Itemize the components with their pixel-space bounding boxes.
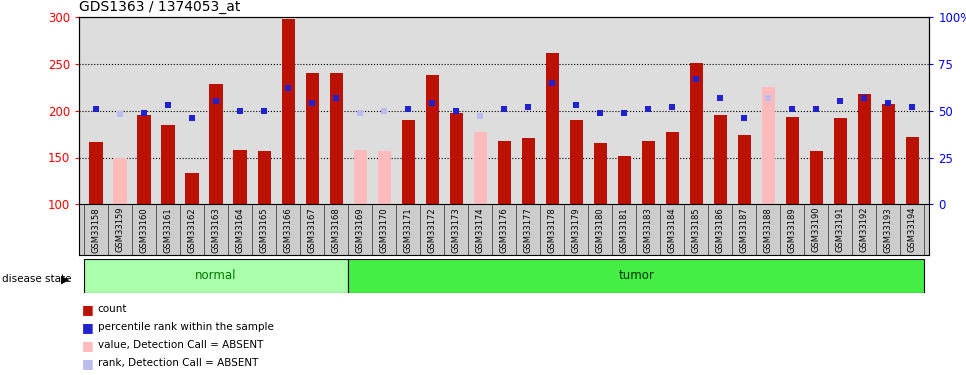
Bar (546, 53, 559, 204)
Bar (906, 137, 919, 204)
Bar (522, 138, 535, 204)
Text: value, Detection Call = ABSENT: value, Detection Call = ABSENT (98, 340, 263, 350)
Text: GSM33162: GSM33162 (187, 207, 196, 252)
Bar (449, 113, 463, 204)
Text: GSM33170: GSM33170 (380, 207, 388, 252)
Text: percentile rank within the sample: percentile rank within the sample (98, 322, 273, 332)
Bar (834, 118, 847, 204)
Text: ▶: ▶ (61, 274, 70, 284)
Text: GSM33171: GSM33171 (404, 207, 412, 252)
Text: GSM33189: GSM33189 (788, 207, 797, 252)
Bar (329, 73, 343, 204)
Bar (305, 73, 319, 204)
Text: tumor: tumor (618, 269, 654, 282)
Text: count: count (98, 304, 128, 314)
Text: GSM33192: GSM33192 (860, 207, 869, 252)
Text: normal: normal (195, 269, 237, 282)
Text: disease state: disease state (2, 274, 71, 284)
Text: GSM33168: GSM33168 (331, 207, 341, 253)
Text: GSM33185: GSM33185 (692, 207, 701, 252)
Bar (185, 174, 199, 204)
Bar (113, 158, 127, 204)
Text: ■: ■ (82, 357, 94, 370)
Bar (137, 116, 151, 204)
Bar (348, 259, 924, 292)
Text: GSM33166: GSM33166 (284, 207, 293, 253)
Bar (882, 104, 895, 204)
Bar (714, 116, 727, 204)
Text: GSM33187: GSM33187 (740, 207, 749, 253)
Bar (258, 151, 270, 204)
Bar (497, 141, 511, 204)
Text: GSM33194: GSM33194 (908, 207, 917, 252)
Text: GSM33174: GSM33174 (475, 207, 485, 252)
Text: GSM33169: GSM33169 (355, 207, 365, 252)
Bar (402, 120, 414, 204)
Text: GSM33173: GSM33173 (452, 207, 461, 253)
Text: GSM33167: GSM33167 (307, 207, 317, 253)
Bar (858, 94, 871, 204)
Text: ■: ■ (82, 303, 94, 316)
Bar (617, 156, 631, 204)
Text: GSM33188: GSM33188 (764, 207, 773, 253)
Text: GSM33180: GSM33180 (596, 207, 605, 252)
Bar (641, 141, 655, 204)
Text: GSM33160: GSM33160 (139, 207, 149, 252)
Text: GSM33191: GSM33191 (836, 207, 845, 252)
Bar (234, 150, 246, 204)
Text: GSM33176: GSM33176 (499, 207, 509, 253)
Bar (84, 259, 348, 292)
Text: GSM33159: GSM33159 (116, 207, 125, 252)
Text: ■: ■ (82, 321, 94, 334)
Text: GSM33178: GSM33178 (548, 207, 556, 253)
Text: GSM33161: GSM33161 (163, 207, 173, 252)
Bar (161, 124, 175, 204)
Text: GSM33193: GSM33193 (884, 207, 893, 252)
Text: GSM33163: GSM33163 (212, 207, 220, 253)
Text: GSM33181: GSM33181 (620, 207, 629, 252)
Text: GSM33190: GSM33190 (812, 207, 821, 252)
Text: rank, Detection Call = ABSENT: rank, Detection Call = ABSENT (98, 358, 258, 368)
Bar (690, 63, 703, 204)
Text: GSM33183: GSM33183 (643, 207, 653, 253)
Bar (785, 117, 799, 204)
Text: GSM33172: GSM33172 (428, 207, 437, 252)
Bar (90, 142, 102, 204)
Text: GSM33186: GSM33186 (716, 207, 724, 253)
Bar (594, 144, 607, 204)
Bar (354, 150, 367, 204)
Text: GSM33158: GSM33158 (92, 207, 100, 252)
Text: ■: ■ (82, 339, 94, 352)
Bar (210, 84, 223, 204)
Text: GSM33164: GSM33164 (236, 207, 244, 252)
Bar (810, 151, 823, 204)
Text: GSM33179: GSM33179 (572, 207, 581, 252)
Bar (738, 135, 751, 204)
Text: GSM33184: GSM33184 (668, 207, 677, 252)
Bar (426, 75, 439, 204)
Bar (570, 120, 582, 204)
Bar (762, 87, 775, 204)
Bar (378, 151, 391, 204)
Text: GDS1363 / 1374053_at: GDS1363 / 1374053_at (79, 0, 241, 14)
Bar (666, 132, 679, 204)
Bar (281, 19, 295, 204)
Text: GSM33165: GSM33165 (260, 207, 269, 252)
Text: GSM33177: GSM33177 (524, 207, 533, 253)
Bar (473, 132, 487, 204)
